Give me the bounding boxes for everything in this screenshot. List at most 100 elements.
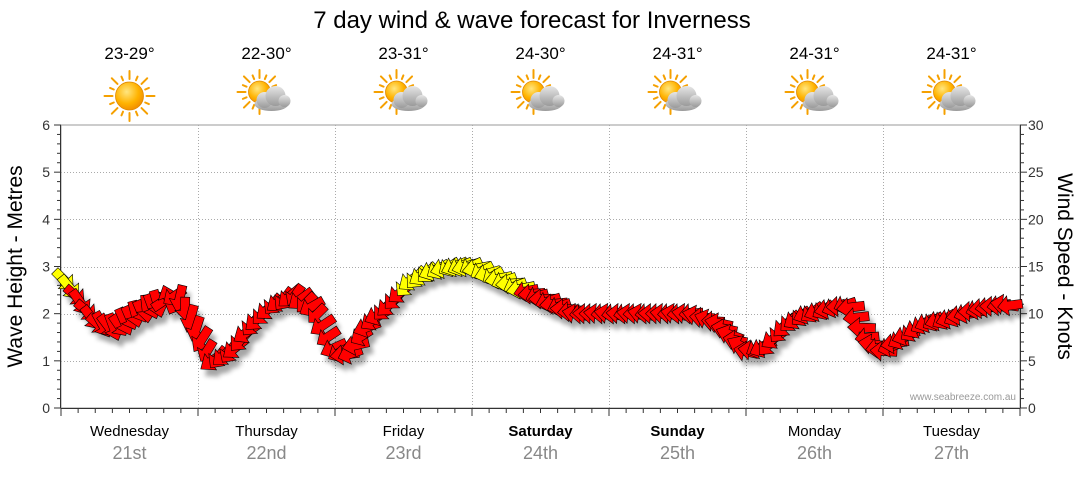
cloud-part — [826, 95, 839, 107]
sun-cloud-icon — [236, 69, 291, 115]
wind-arrows — [51, 256, 1024, 371]
sun-ray — [674, 74, 679, 81]
sun-ray — [515, 84, 522, 88]
wind-arrow — [310, 313, 338, 336]
cloud-part — [278, 95, 291, 107]
sun-ray — [388, 74, 393, 81]
day-label-friday: Friday 23rd — [383, 423, 425, 463]
left-tick-label: 2 — [42, 306, 50, 322]
sun-ray — [242, 75, 251, 84]
day-name: Friday — [383, 423, 425, 440]
sun-ray — [400, 74, 405, 81]
day-label-monday: Monday 26th — [788, 423, 842, 463]
sun-ray — [927, 75, 936, 84]
bottom-axis — [60, 408, 1021, 416]
day-header-thursday: 22-30° — [236, 44, 292, 115]
left-tick-label: 5 — [42, 164, 50, 180]
right-tick-label: 10 — [1028, 306, 1044, 322]
day-label-wednesday: Wednesday 21st — [90, 423, 169, 463]
sun-ray — [790, 75, 799, 84]
day-header-friday: 23-31° — [373, 44, 429, 115]
sun-ray — [516, 100, 525, 109]
sun-cloud-icon — [784, 69, 839, 115]
day-label-sunday: Sunday 25th — [650, 423, 705, 463]
sun-ray — [799, 74, 804, 81]
sun-ray — [120, 110, 124, 117]
sun-ray — [652, 84, 659, 88]
cloud-part — [415, 95, 428, 107]
sun-cloud-icon — [510, 69, 565, 115]
sun-ray — [388, 103, 393, 110]
day-label-tuesday: Tuesday 27th — [923, 423, 980, 463]
sun-ray — [144, 101, 150, 106]
wind-arrow — [316, 325, 342, 347]
day-date: 22nd — [246, 443, 286, 463]
day-date: 21st — [112, 443, 146, 463]
left-axis: 0 1 2 3 4 5 6 Wave Height - Metres — [4, 117, 61, 416]
cloud-part — [552, 95, 565, 107]
left-axis-label: Wave Height - Metres — [4, 165, 27, 367]
sun-disc — [115, 81, 144, 111]
cloud-shape — [528, 86, 565, 111]
sun-ray — [537, 74, 542, 81]
sun-ray — [378, 84, 385, 88]
left-tick-label: 6 — [42, 117, 50, 133]
sun-cloud-icon — [647, 69, 702, 115]
cloud-part — [963, 95, 976, 107]
sun-ray — [515, 96, 522, 100]
day-header-wednesday: 23-29° — [103, 44, 156, 122]
day-date: 24th — [523, 443, 558, 463]
sun-ray — [789, 84, 796, 88]
sun-ray — [140, 77, 149, 85]
right-tick-label: 30 — [1028, 117, 1044, 133]
day-date: 26th — [797, 443, 832, 463]
sun-ray — [953, 75, 962, 84]
sun-ray — [251, 103, 256, 110]
right-tick-label: 5 — [1028, 353, 1036, 369]
right-tick-label: 0 — [1028, 400, 1036, 416]
sun-ray — [926, 84, 933, 88]
day-temperature: 24-30° — [515, 44, 565, 63]
sun-ray — [653, 75, 662, 84]
right-axis-label: Wind Speed - Knots — [1053, 173, 1076, 360]
day-date: 25th — [660, 443, 695, 463]
sun-ray — [241, 84, 248, 88]
cloud-shape — [802, 86, 839, 111]
day-label-saturday: Saturday 24th — [508, 423, 573, 463]
day-date: 27th — [934, 443, 969, 463]
sun-ray — [948, 74, 953, 81]
sun-ray — [242, 100, 251, 109]
day-date: 23rd — [385, 443, 421, 463]
day-name: Wednesday — [90, 423, 169, 440]
day-name: Tuesday — [923, 423, 980, 440]
cloud-shape — [254, 86, 291, 111]
sun-ray — [790, 100, 799, 109]
sun-ray — [263, 74, 268, 81]
sun-ray — [241, 96, 248, 100]
day-temperature: 24-31° — [652, 44, 702, 63]
sun-ray — [811, 74, 816, 81]
sun-ray — [110, 77, 119, 85]
left-tick-label: 3 — [42, 259, 50, 275]
wind-arrow — [308, 302, 329, 323]
sun-ray — [525, 74, 530, 81]
right-tick-label: 25 — [1028, 164, 1044, 180]
sun-ray — [109, 101, 115, 106]
sun-ray — [251, 74, 256, 81]
cloud-part — [689, 95, 702, 107]
sun-ray — [135, 110, 139, 117]
cloud-shape — [665, 86, 702, 111]
sun-ray — [662, 74, 667, 81]
sun-ray — [789, 96, 796, 100]
wind-arrow — [997, 295, 1024, 317]
cloud-shape — [939, 86, 976, 111]
right-tick-label: 15 — [1028, 259, 1044, 275]
left-tick-label: 0 — [42, 400, 50, 416]
sun-cloud-icon — [373, 69, 428, 115]
sun-ray — [799, 103, 804, 110]
sun-ray — [936, 74, 941, 81]
sun-ray — [525, 103, 530, 110]
sun-ray — [936, 103, 941, 110]
right-tick-label: 20 — [1028, 211, 1044, 227]
